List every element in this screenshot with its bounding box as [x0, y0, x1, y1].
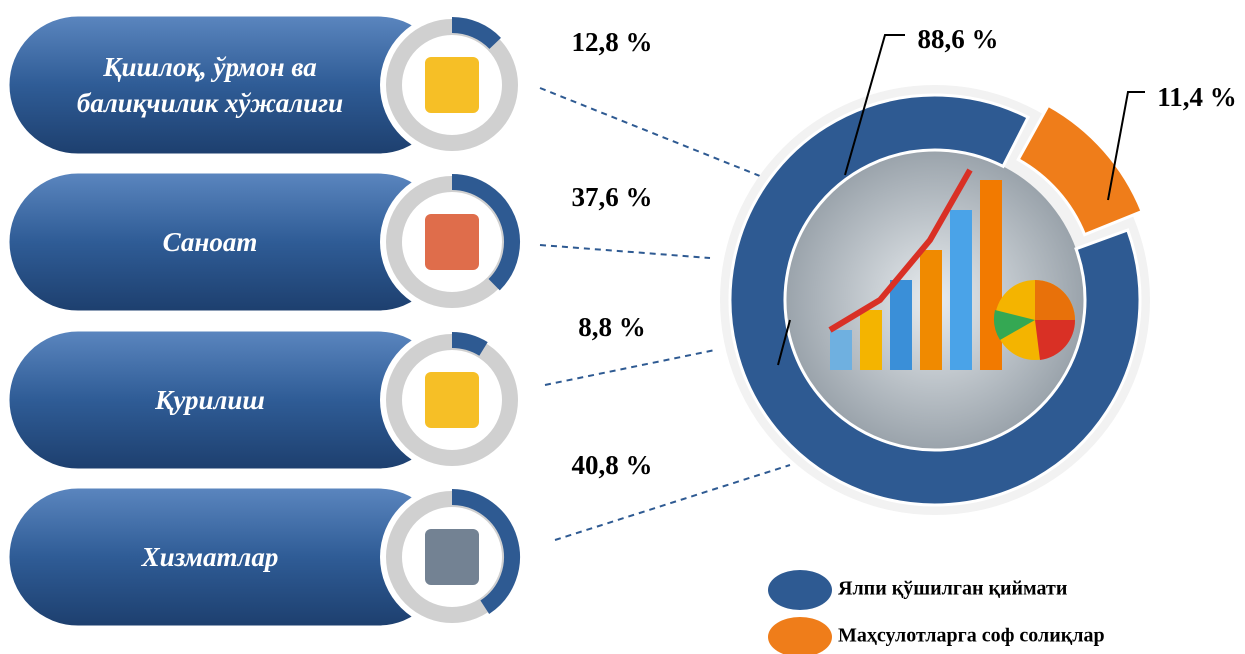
- dashed-connectors: [539, 87, 791, 541]
- value-label: 12,8 %: [572, 27, 653, 57]
- donut-segment: [1016, 103, 1145, 237]
- leader-lines: [777, 34, 1145, 366]
- pie-label: 11,4 %: [1157, 82, 1237, 112]
- gauge-arc: [451, 17, 501, 50]
- legend-swatch: [768, 617, 832, 654]
- value-label: 40,8 %: [572, 450, 653, 480]
- sector-name: Қурилиш: [155, 385, 265, 415]
- sector-name: Қишлоқ, ўрмон ва балиқчилик хўжалиги: [76, 52, 344, 118]
- value-label: 8,8 %: [578, 312, 646, 342]
- sector-name: Саноат: [162, 227, 258, 257]
- donut-segment: [728, 93, 1142, 507]
- sector-name: Хизматлар: [141, 542, 279, 572]
- center-illustration: [828, 168, 1076, 370]
- pie-label: 88,6 %: [918, 24, 999, 54]
- sector-icon: [425, 372, 479, 428]
- value-label: 37,6 %: [572, 182, 653, 212]
- sector-icon: [425, 57, 479, 113]
- sector-icon: [425, 214, 479, 270]
- gauge-arc: [451, 489, 520, 614]
- sector-icon: [425, 529, 479, 585]
- gauge-arc: [451, 174, 520, 291]
- legend-label: Ялпи қўшилган қиймати: [838, 578, 1067, 600]
- legend-label: Маҳсулотларга соф солиқлар: [838, 625, 1105, 647]
- legend-swatch: [768, 570, 832, 610]
- gauge-arc: [451, 332, 488, 356]
